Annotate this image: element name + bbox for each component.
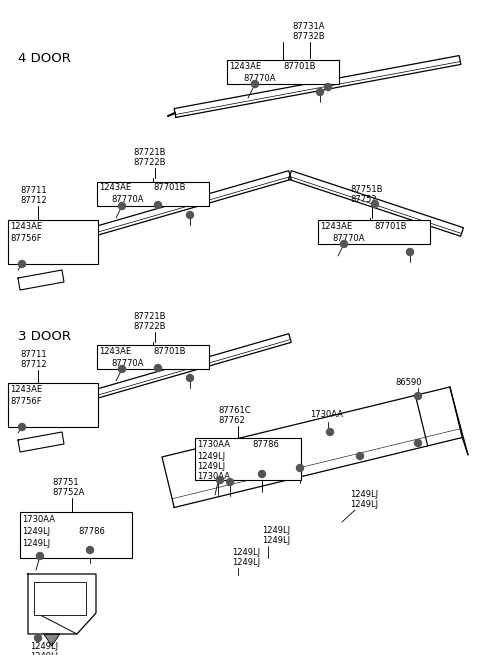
Text: 87721B: 87721B <box>133 148 166 157</box>
Text: 87751B: 87751B <box>350 185 383 194</box>
Circle shape <box>340 240 348 248</box>
Bar <box>195 438 301 480</box>
Text: 1249LJ: 1249LJ <box>30 652 58 655</box>
Text: 1243AE: 1243AE <box>320 222 352 231</box>
Circle shape <box>415 440 421 447</box>
Text: 87711: 87711 <box>20 186 47 195</box>
Circle shape <box>326 428 334 436</box>
Text: 1249LJ: 1249LJ <box>232 558 260 567</box>
Text: 87722B: 87722B <box>133 158 166 167</box>
Text: 87770A: 87770A <box>111 195 144 204</box>
Text: 87752A: 87752A <box>52 488 84 497</box>
Text: 1730AA: 1730AA <box>197 440 230 449</box>
Circle shape <box>297 464 303 472</box>
Text: 87731A: 87731A <box>292 22 324 31</box>
Text: 87721B: 87721B <box>133 312 166 321</box>
Circle shape <box>119 202 125 210</box>
Bar <box>8 383 98 427</box>
Text: 1249LJ: 1249LJ <box>197 462 225 471</box>
Text: 1730AA: 1730AA <box>310 410 343 419</box>
Circle shape <box>187 212 193 219</box>
Text: 4 DOOR: 4 DOOR <box>18 52 71 65</box>
Text: 87722B: 87722B <box>133 322 166 331</box>
Text: 1249LJ: 1249LJ <box>262 526 290 535</box>
Text: 1243AE: 1243AE <box>99 347 131 356</box>
Circle shape <box>86 546 94 553</box>
Circle shape <box>227 479 233 485</box>
Text: 1243AE: 1243AE <box>229 62 261 71</box>
Text: 87701B: 87701B <box>374 222 407 231</box>
Circle shape <box>357 453 363 460</box>
Text: 87732B: 87732B <box>292 32 324 41</box>
Bar <box>20 512 132 558</box>
Circle shape <box>372 200 379 208</box>
Text: 87712: 87712 <box>20 360 47 369</box>
Text: 87752: 87752 <box>350 195 377 204</box>
Text: 86590: 86590 <box>395 378 421 387</box>
Text: 1249LJ: 1249LJ <box>350 490 378 499</box>
Circle shape <box>216 476 224 483</box>
Circle shape <box>252 81 259 88</box>
Circle shape <box>187 375 193 381</box>
Bar <box>97 345 209 369</box>
Text: 87701B: 87701B <box>283 62 315 71</box>
Text: 1249LJ: 1249LJ <box>22 527 50 536</box>
Circle shape <box>35 635 41 641</box>
Polygon shape <box>44 634 60 646</box>
Text: 87751: 87751 <box>52 478 79 487</box>
Text: 1249LJ: 1249LJ <box>22 539 50 548</box>
Text: 1249LJ: 1249LJ <box>350 500 378 509</box>
Circle shape <box>19 424 25 430</box>
Text: 87756F: 87756F <box>10 397 42 406</box>
Bar <box>318 220 430 244</box>
Text: 1243AE: 1243AE <box>10 385 42 394</box>
Circle shape <box>119 365 125 373</box>
Circle shape <box>155 364 161 371</box>
Text: 87770A: 87770A <box>243 74 276 83</box>
Text: 1249LJ: 1249LJ <box>197 452 225 461</box>
Text: 87762: 87762 <box>218 416 245 425</box>
Text: 87761C: 87761C <box>218 406 251 415</box>
Text: 87756F: 87756F <box>10 234 42 243</box>
Bar <box>34 582 86 615</box>
Text: 1249LJ: 1249LJ <box>30 642 58 651</box>
Text: 87786: 87786 <box>78 527 105 536</box>
Circle shape <box>259 470 265 477</box>
Text: 87701B: 87701B <box>153 183 185 192</box>
Text: 87770A: 87770A <box>332 234 364 243</box>
Circle shape <box>407 248 413 255</box>
Circle shape <box>155 202 161 208</box>
Circle shape <box>316 88 324 96</box>
Text: 1243AE: 1243AE <box>99 183 131 192</box>
Bar <box>8 220 98 264</box>
Text: 87786: 87786 <box>252 440 279 449</box>
Text: 87701B: 87701B <box>153 347 185 356</box>
Text: 1243AE: 1243AE <box>10 222 42 231</box>
Circle shape <box>36 553 44 559</box>
Text: 1249LJ: 1249LJ <box>262 536 290 545</box>
Bar <box>227 60 339 84</box>
Text: 87712: 87712 <box>20 196 47 205</box>
Bar <box>97 182 209 206</box>
Text: 1730AA: 1730AA <box>197 472 230 481</box>
Circle shape <box>415 392 421 400</box>
Circle shape <box>324 83 332 90</box>
Text: 87711: 87711 <box>20 350 47 359</box>
Text: 1730AA: 1730AA <box>22 515 55 524</box>
Text: 3 DOOR: 3 DOOR <box>18 330 71 343</box>
Circle shape <box>19 261 25 267</box>
Text: 87770A: 87770A <box>111 359 144 368</box>
Text: 1249LJ: 1249LJ <box>232 548 260 557</box>
